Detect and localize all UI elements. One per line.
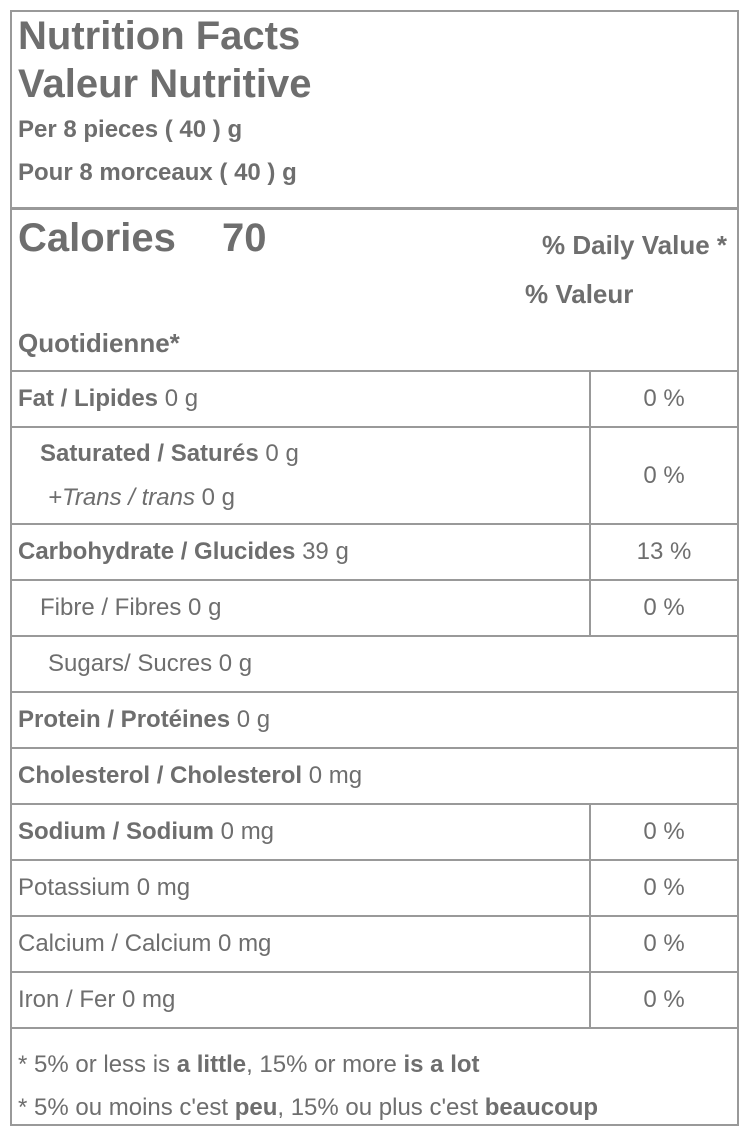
nutrient-subline: +Trans / trans 0 g [40, 484, 589, 512]
nutrient-amount: 0 mg [308, 762, 363, 789]
nutrient-line: Sugars/ Sucres 0 g [48, 650, 737, 678]
nutrient-amount: 0 mg [136, 874, 191, 901]
nutrient-cell: Iron / Fer 0 mg [12, 972, 590, 1029]
footnote-part: peu [234, 1094, 278, 1121]
serving: Per 8 pieces ( 40 ) g [18, 116, 243, 143]
nutrient-line: Fibre / Fibres 0 g [40, 594, 589, 622]
nutrient-line: Potassium 0 mg [18, 874, 589, 902]
nutrient-row: Sodium / Sodium 0 mg 0 % [12, 804, 737, 861]
nutrient-cell: Potassium 0 mg [12, 860, 590, 917]
nutrient-cell: Calcium / Calcium 0 mg [12, 916, 590, 973]
calories-value: 70 [222, 216, 267, 260]
daily-value: 0 % [589, 580, 737, 637]
nutrient-subamount: 0 g [201, 483, 235, 511]
nutrient-cell: Carbohydrate / Glucides 39 g [12, 524, 590, 581]
nutrient-line: Cholesterol / Cholesterol 0 mg [18, 762, 737, 790]
footnote: * 5% ou moins c'est peu, 15% ou plus c'e… [18, 1086, 737, 1129]
footnote-part: is a lot [403, 1051, 480, 1078]
nutrient-amount: 39 g [302, 538, 349, 565]
daily-value: 0 % [589, 427, 737, 525]
daily-value: 0 % [589, 804, 737, 861]
nutrient-line: Calcium / Calcium 0 mg [18, 930, 589, 958]
daily-value: 0 % [589, 372, 737, 428]
nutrient-amount: 0 g [265, 439, 299, 467]
nutrient-label: Protein / Protéines [18, 706, 231, 733]
nutrient-label: Fibre / Fibres [40, 594, 182, 621]
nutrient-label: Fat / Lipides [18, 385, 159, 412]
dv-heading-fr-cont: Quotidienne* [18, 328, 180, 358]
footnote-part: * 5% or less is [18, 1051, 171, 1078]
nutrient-row: Iron / Fer 0 mg 0 % [12, 972, 737, 1029]
nutrient-cell: Saturated / Saturés 0 g +Trans / trans 0 … [12, 427, 590, 525]
nutrient-label: Potassium [18, 874, 131, 901]
footnote-part: beaucoup [484, 1094, 599, 1121]
nutrient-amount: 0 mg [218, 930, 272, 957]
nutrient-line: Iron / Fer 0 mg [18, 986, 589, 1014]
nutrient-sublabel: +Trans / trans [48, 483, 195, 511]
nutrient-row: Potassium 0 mg 0 % [12, 860, 737, 917]
calories-label: Calories [18, 216, 176, 260]
nutrient-cell: Fibre / Fibres 0 g [12, 580, 590, 637]
nutrient-label: Iron / Fer [18, 986, 116, 1013]
nutrient-amount: 0 mg [220, 818, 275, 845]
nutrient-label: Calcium / Calcium [18, 930, 212, 957]
nutrient-line: Carbohydrate / Glucides 39 g [18, 538, 589, 566]
footnote-part: , 15% or more [246, 1051, 397, 1078]
nutrient-amount: 0 g [218, 650, 253, 677]
nutrient-row: Saturated / Saturés 0 g +Trans / trans 0 … [12, 427, 737, 525]
footnote: * 5% or less is a little, 15% or more is… [18, 1043, 737, 1086]
nutrient-cell: Sugars/ Sucres 0 g [12, 636, 737, 693]
title: Nutrition Facts [18, 14, 301, 58]
nutrition-label: Nutrition Facts Valeur Nutritive Per 8 p… [10, 10, 739, 1126]
nutrient-cell: Sodium / Sodium 0 mg [12, 804, 590, 861]
nutrient-amount: 0 g [188, 594, 222, 621]
calories-section: Calories 70 % Daily Value * % Valeur Quo… [12, 210, 737, 372]
nutrient-line: Fat / Lipides 0 g [18, 385, 589, 413]
nutrient-row: Carbohydrate / Glucides 39 g 13 % [12, 524, 737, 581]
nutrient-amount: 0 g [236, 706, 271, 733]
nutrient-row: Calcium / Calcium 0 mg 0 % [12, 916, 737, 973]
dv-heading-fr: % Valeur [525, 279, 634, 309]
footnote-part: a little [176, 1051, 247, 1078]
nutrient-row: Protein / Protéines 0 g [12, 692, 737, 749]
header: Nutrition Facts Valeur Nutritive Per 8 p… [12, 12, 737, 210]
footnotes: * 5% or less is a little, 15% or more is… [12, 1029, 737, 1129]
nutrient-label: Cholesterol / Cholesterol [18, 762, 303, 789]
daily-value: 0 % [589, 860, 737, 917]
nutrient-label: Saturated / Saturés [40, 439, 259, 467]
nutrient-amount: 0 g [164, 385, 199, 412]
footnote-part: * 5% ou moins c'est [18, 1094, 229, 1121]
serving-fr: Pour 8 morceaux ( 40 ) g [18, 159, 297, 186]
dv-heading: % Daily Value * [542, 230, 727, 260]
nutrient-cell: Fat / Lipides 0 g [12, 372, 590, 428]
nutrient-line: Saturated / Saturés 0 g [40, 440, 589, 468]
nutrient-label: Sodium / Sodium [18, 818, 214, 845]
title-fr: Valeur Nutritive [18, 62, 312, 106]
nutrient-line: Sodium / Sodium 0 mg [18, 818, 589, 846]
nutrient-amount: 0 mg [122, 986, 176, 1013]
nutrient-cell: Protein / Protéines 0 g [12, 692, 737, 749]
footnote-part: , 15% ou plus c'est [277, 1094, 479, 1121]
nutrient-line: Protein / Protéines 0 g [18, 706, 737, 734]
daily-value: 13 % [589, 524, 737, 581]
nutrient-label: Sugars/ Sucres [48, 650, 213, 677]
daily-value: 0 % [589, 972, 737, 1029]
daily-value: 0 % [589, 916, 737, 973]
nutrient-row: Sugars/ Sucres 0 g [12, 636, 737, 693]
nutrient-label: Carbohydrate / Glucides [18, 538, 296, 565]
nutrient-cell: Cholesterol / Cholesterol 0 mg [12, 748, 737, 805]
nutrient-row: Cholesterol / Cholesterol 0 mg [12, 748, 737, 805]
